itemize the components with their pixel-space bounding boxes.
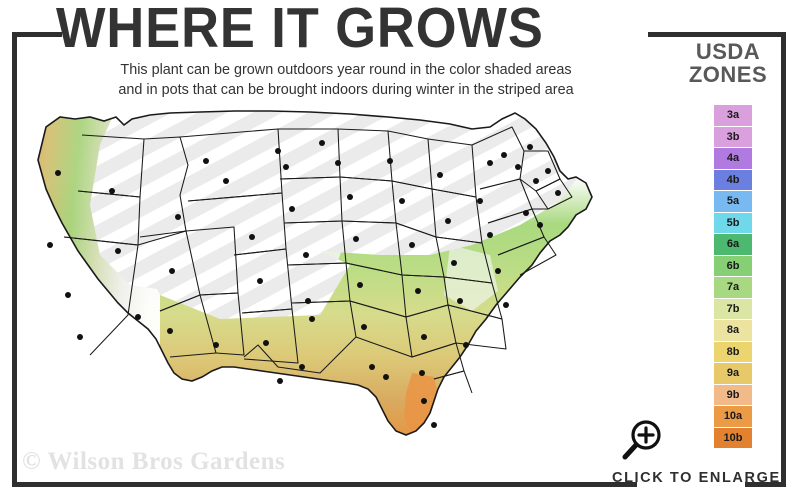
page-subtitle: This plant can be grown outdoors year ro… <box>60 60 632 100</box>
frame-top-right-segment <box>648 32 786 37</box>
frame-left-segment <box>12 32 17 487</box>
usda-zone-legend: 3a 3b 4a 4b 5a 5b 6a 6b 7a 7b 8a 8b 9a 9b 10a 10b <box>714 105 752 449</box>
zone-swatch-7b: 7b <box>714 298 752 320</box>
legend-title-line-2: ZONES <box>688 62 768 87</box>
state-boundaries <box>63 126 573 394</box>
usda-hardiness-map[interactable] <box>20 105 660 465</box>
zone-swatch-4b: 4b <box>714 169 752 191</box>
frame-bottom-right-segment <box>745 482 786 487</box>
zone-swatch-10b: 10b <box>714 427 752 449</box>
subtitle-line-2: and in pots that can be brought indoors … <box>118 82 574 98</box>
zone-swatch-10a: 10a <box>714 406 752 428</box>
zone-swatch-6b: 6b <box>714 255 752 277</box>
zone-swatch-3b: 3b <box>714 126 752 148</box>
legend-title: USDA ZONES <box>672 40 784 86</box>
magnifier-plus-icon[interactable] <box>617 418 665 462</box>
zone-swatch-5b: 5b <box>714 212 752 234</box>
frame-bottom-left-segment <box>12 482 637 487</box>
zone-swatch-9b: 9b <box>714 384 752 406</box>
subtitle-line-1: This plant can be grown outdoors year ro… <box>120 62 572 78</box>
legend-title-line-1: USDA <box>695 39 761 64</box>
striped-indoor-region <box>90 111 580 319</box>
zone-swatch-9a: 9a <box>714 363 752 385</box>
zone-swatch-4a: 4a <box>714 148 752 170</box>
city-dots <box>47 140 561 428</box>
zone-swatch-3a: 3a <box>714 105 752 127</box>
zone-swatch-5a: 5a <box>714 191 752 213</box>
zone-swatch-8b: 8b <box>714 341 752 363</box>
watermark-wilson-bros-gardens: © Wilson Bros Gardens <box>22 448 286 475</box>
zone-swatch-8a: 8a <box>714 320 752 342</box>
map-svg <box>37 110 593 436</box>
frame-right-segment <box>781 32 786 487</box>
frame-top-left-segment <box>12 32 62 37</box>
page-title: WHERE IT GROWS <box>56 0 544 60</box>
click-to-enlarge-label[interactable]: CLICK TO ENLARGE <box>612 470 781 486</box>
zone-swatch-7a: 7a <box>714 277 752 299</box>
zone-swatch-6a: 6a <box>714 234 752 256</box>
